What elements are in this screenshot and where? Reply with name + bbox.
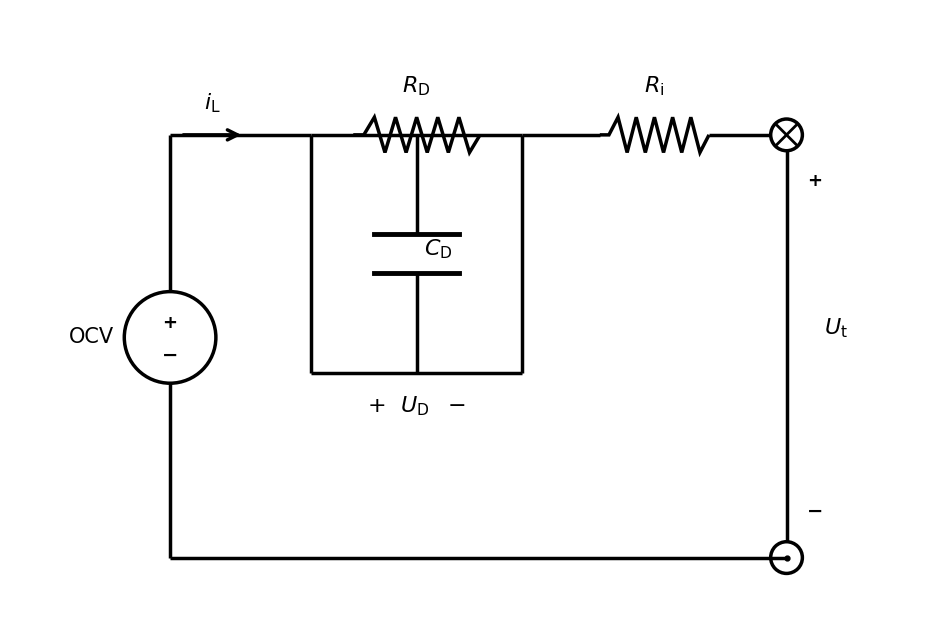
Text: OCV: OCV xyxy=(69,327,114,348)
Text: $i_\mathrm{L}$: $i_\mathrm{L}$ xyxy=(204,92,221,116)
Text: +: + xyxy=(808,172,823,190)
Text: $C_\mathrm{D}$: $C_\mathrm{D}$ xyxy=(423,238,453,261)
Text: $R_\mathrm{i}$: $R_\mathrm{i}$ xyxy=(644,74,665,98)
Text: $+\ \ U_\mathrm{D}\ \ -$: $+\ \ U_\mathrm{D}\ \ -$ xyxy=(367,395,466,418)
Text: −: − xyxy=(162,346,178,364)
Text: $U_\mathrm{t}$: $U_\mathrm{t}$ xyxy=(824,317,847,340)
Text: −: − xyxy=(807,503,823,521)
Text: $R_\mathrm{D}$: $R_\mathrm{D}$ xyxy=(403,74,431,98)
Text: +: + xyxy=(162,314,177,332)
